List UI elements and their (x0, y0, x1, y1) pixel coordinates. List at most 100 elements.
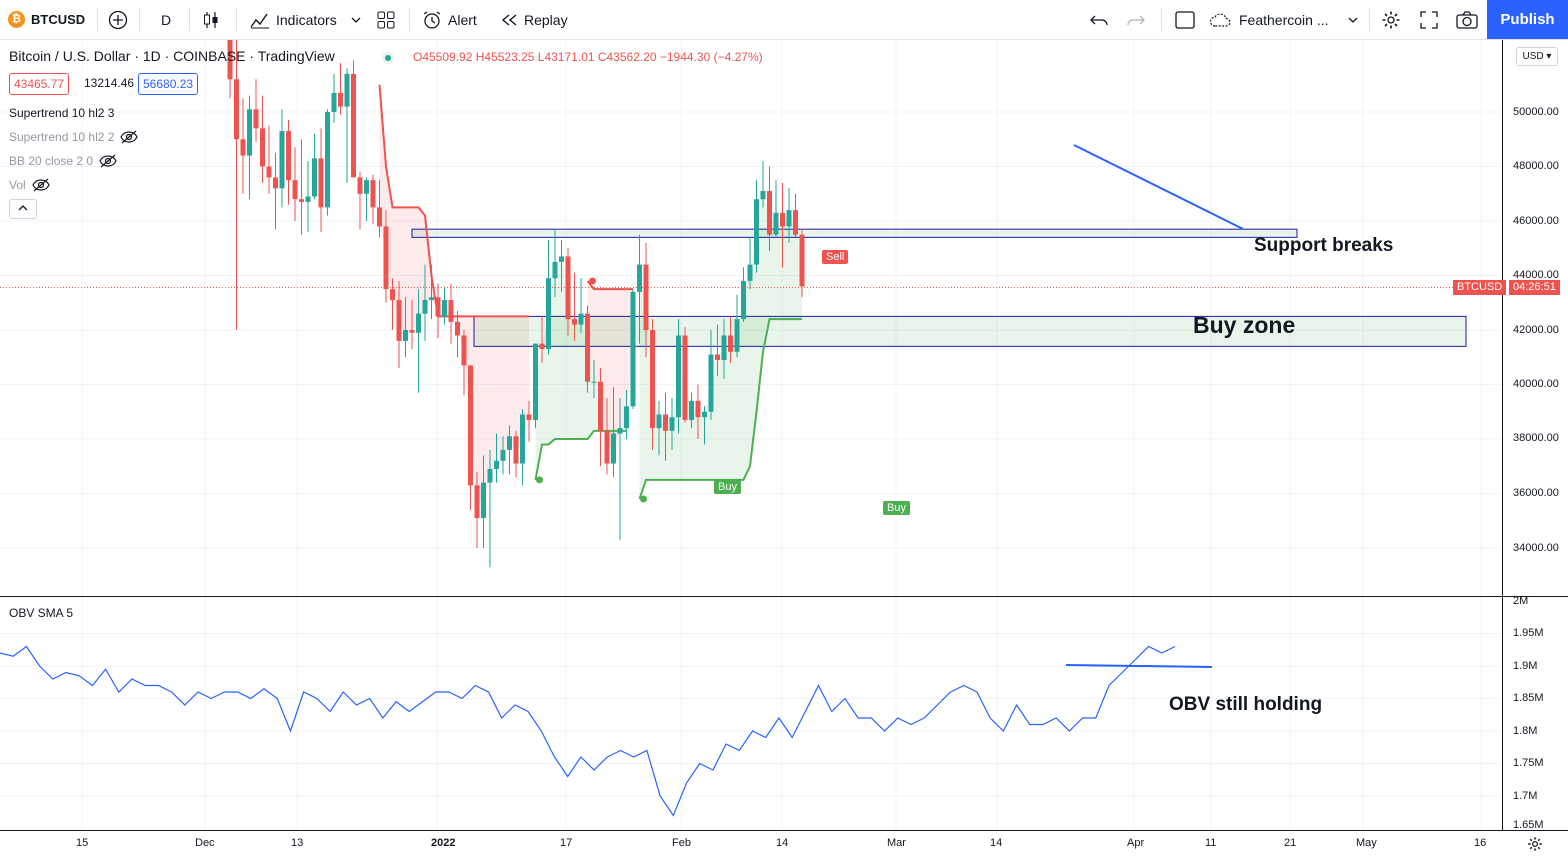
candle-body (448, 300, 454, 322)
candle-body (546, 278, 551, 350)
obv-line (0, 645, 1176, 817)
trend-drawings (1065, 144, 1244, 668)
candle-body (266, 166, 272, 178)
alert-button[interactable]: Alert (422, 0, 477, 39)
price-tick: 36000.00 (1513, 487, 1559, 499)
interval-label: D (161, 11, 172, 28)
ohlc-values: O45509.92 H45523.25 L43171.01 C43562.20 … (413, 50, 763, 64)
candle-body (760, 191, 766, 200)
candle-body (474, 485, 480, 519)
obv-tick: 1.75M (1513, 757, 1544, 769)
candle-body (253, 109, 259, 129)
candle-body (357, 177, 363, 194)
layout-dropdown[interactable] (1348, 0, 1358, 39)
chart-settings-button[interactable] (1527, 836, 1543, 857)
fullscreen-button[interactable] (1420, 0, 1438, 39)
candle-body (318, 158, 324, 208)
collapse-legend-button[interactable] (9, 199, 37, 219)
indicators-dropdown[interactable] (351, 0, 361, 39)
candle-body (572, 319, 577, 325)
supertrend-fill (379, 84, 802, 502)
candle-body (773, 212, 779, 235)
snapshot-button[interactable] (1456, 0, 1478, 39)
obv-tick: 1.65M (1513, 819, 1544, 830)
candle-body (637, 264, 642, 292)
candle-body (234, 79, 239, 140)
candle-body (292, 180, 298, 200)
candle-body (422, 300, 428, 314)
eye-off-icon[interactable] (32, 178, 50, 192)
alarm-icon (423, 10, 441, 29)
indicator-label: Vol (9, 178, 26, 192)
candle-body (721, 335, 727, 360)
publish-button[interactable]: Publish (1487, 0, 1568, 39)
divider (236, 8, 237, 31)
resistance-trendline (1073, 144, 1244, 230)
obv-annotation[interactable]: OBV still holding (1169, 694, 1323, 715)
symbol-title[interactable]: Bitcoin / U.S. Dollar · 1D · COINBASE · … (9, 48, 335, 64)
indicator-supertrend-3[interactable]: Supertrend 10 hl2 3 (9, 106, 114, 120)
candle-body (500, 449, 506, 461)
time-tick: 21 (1284, 837, 1297, 849)
undo-button[interactable] (1090, 0, 1108, 39)
candle-body (351, 73, 356, 178)
buy-signal[interactable]: Buy (714, 480, 741, 494)
eye-off-icon[interactable] (99, 154, 117, 168)
interval-button[interactable]: D (161, 0, 171, 39)
indicator-supertrend-2[interactable]: Supertrend 10 hl2 2 (9, 130, 139, 144)
market-status-icon[interactable] (382, 52, 394, 64)
candle-body (338, 92, 343, 107)
candle-body (786, 210, 792, 227)
eye-off-icon[interactable] (120, 130, 139, 144)
price-tick: 34000.00 (1513, 542, 1559, 554)
candle-body (624, 406, 629, 429)
price-tick: 44000.00 (1513, 269, 1559, 281)
candle-body (455, 321, 460, 336)
templates-button[interactable] (377, 0, 395, 39)
countdown-tag: 04:26:51 (1509, 280, 1560, 295)
time-tick: Mar (887, 837, 906, 849)
obv-legend[interactable]: OBV SMA 5 (9, 606, 74, 620)
chart-type-button[interactable] (202, 0, 220, 39)
candle-body (396, 300, 402, 341)
redo-button[interactable] (1127, 0, 1145, 39)
candle-body (260, 128, 265, 167)
replay-button[interactable]: Replay (500, 0, 568, 39)
sell-signal[interactable]: Sell (822, 250, 849, 264)
candle-body (364, 180, 369, 194)
layout-select[interactable]: Feathercoin ... (1209, 0, 1329, 39)
supertrend-area (535, 259, 627, 480)
camera-icon (1456, 10, 1478, 29)
candle-body (442, 300, 447, 317)
supertrend-area (587, 280, 633, 449)
time-tick: 14 (990, 837, 1003, 849)
chart-canvas[interactable] (0, 40, 1568, 858)
candle-body (604, 430, 610, 464)
candle-body (461, 335, 467, 366)
indicator-bb[interactable]: BB 20 close 2 0 (9, 154, 117, 168)
supertrend-lines (378, 84, 802, 503)
candle-body (533, 343, 538, 420)
candle-body (507, 436, 512, 450)
indicator-vol[interactable]: Vol (9, 178, 50, 192)
grid-lines (0, 40, 1502, 830)
candle-body (227, 40, 233, 80)
candle-body (799, 234, 805, 287)
buy-zone-annotation[interactable]: Buy zone (1193, 312, 1296, 338)
symbol-search[interactable]: ₿ BTCUSD (8, 0, 85, 39)
currency-select[interactable]: USD ▾ (1516, 47, 1558, 66)
layout-name: Feathercoin ... (1239, 11, 1329, 28)
candle-body (656, 414, 662, 429)
price-tick: 38000.00 (1513, 432, 1559, 444)
indicators-button[interactable]: Indicators (250, 0, 337, 39)
support-annotation[interactable]: Support breaks (1254, 235, 1394, 256)
settings-button[interactable] (1381, 0, 1401, 39)
candle-body (676, 335, 681, 418)
obv-support-line (1065, 664, 1213, 668)
candle-body (741, 280, 746, 320)
candle-body (578, 313, 584, 325)
indicators-label: Indicators (276, 11, 337, 28)
fullscreen-select-button[interactable] (1175, 0, 1195, 39)
compare-button[interactable] (108, 0, 128, 39)
buy-signal[interactable]: Buy (883, 501, 910, 515)
